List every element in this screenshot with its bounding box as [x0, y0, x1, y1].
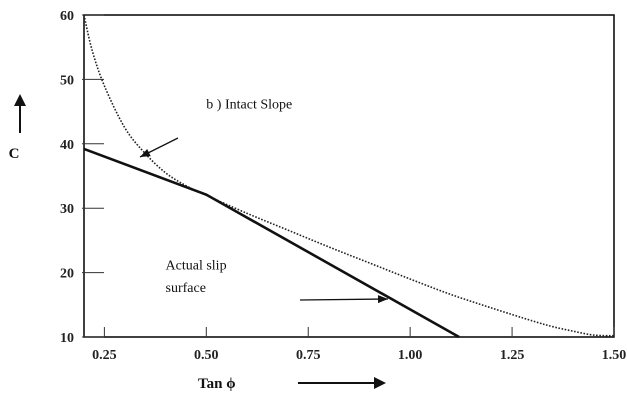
slip-surface-leader-arrow — [299, 295, 389, 304]
x-axis-label: Tan ϕ — [198, 376, 236, 392]
series-actual-slip-surface-line — [83, 147, 460, 339]
y-tick-label-2: 30 — [60, 202, 74, 217]
y-tick-label-3: 40 — [60, 138, 74, 153]
y-tick-label-1: 20 — [60, 267, 74, 282]
y-tick-label-0: 10 — [60, 331, 74, 346]
plot-frame — [83, 14, 615, 338]
y-tick-label-5: 60 — [60, 9, 74, 24]
annotation-0: b ) Intact Slope — [206, 97, 292, 112]
x-tick-label-1: 0.50 — [194, 348, 219, 363]
series-group — [83, 14, 615, 339]
x-tick-labels: 0.25 0.50 0.75 1.00 1.25 1.50 — [92, 348, 626, 363]
x-tick-label-3: 1.00 — [398, 348, 423, 363]
y-tick-label-4: 50 — [60, 73, 74, 88]
annotation-1: Actual slip — [166, 258, 227, 273]
y-axis-label: C — [9, 146, 20, 162]
series-intact-slope-curve — [83, 14, 615, 337]
annotation-2: surface — [166, 281, 206, 296]
x-tick-label-0: 0.25 — [92, 348, 117, 363]
annotations: b ) Intact Slope Actual slip surface — [139, 97, 389, 304]
x-tick-label-5: 1.50 — [602, 348, 627, 363]
x-axis-arrow — [298, 377, 386, 389]
x-tick-label-4: 1.25 — [500, 348, 525, 363]
plot-border — [83, 14, 615, 338]
intact-slope-leader-arrow — [139, 137, 179, 158]
y-axis-arrow — [14, 94, 26, 133]
y-tick-labels: 10 20 30 40 50 60 — [60, 9, 74, 346]
axis-ticks — [82, 14, 615, 338]
x-tick-label-2: 0.75 — [296, 348, 321, 363]
